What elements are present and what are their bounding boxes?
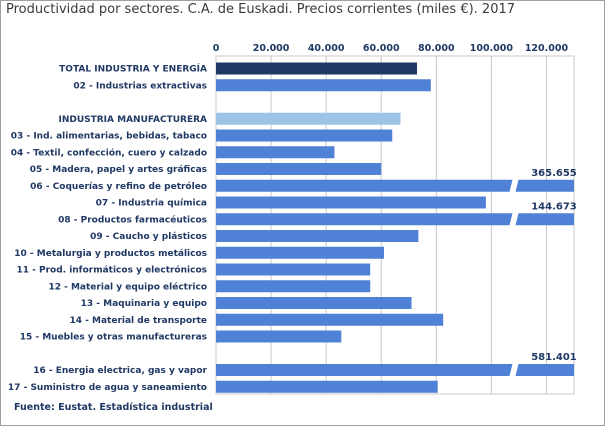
x-tick-label: 80.000 — [418, 43, 455, 54]
chart-title: Productividad por sectores. C.A. de Eusk… — [6, 2, 516, 17]
bar — [216, 380, 438, 393]
bar — [216, 313, 444, 326]
category-label: TOTAL INDUSTRIA Y ENERGÍA — [59, 63, 207, 75]
axis-break — [509, 211, 519, 228]
category-label: 12 - Material y equipo eléctrico — [48, 281, 207, 292]
category-label: INDUSTRIA MANUFACTURERA — [58, 115, 207, 125]
category-label: 11 - Prod. informáticos y electrónicos — [16, 265, 207, 276]
category-label: 13 - Maquinaria y equipo — [81, 299, 207, 309]
bar — [216, 263, 371, 276]
category-label: 17 - Suministro de agua y saneamiento — [8, 383, 207, 393]
bar — [216, 196, 486, 209]
bar — [216, 230, 419, 242]
bar — [216, 146, 335, 159]
x-tick-label: 60.000 — [363, 43, 400, 54]
data-label: 144.673 — [531, 201, 577, 212]
category-label: 04 - Textil, confección, cuero y calzado — [11, 147, 207, 158]
bar — [216, 213, 574, 226]
x-tick-label: 0 — [213, 43, 220, 54]
x-tick-label: 100.000 — [470, 43, 514, 54]
category-label: 03 - Ind. alimentarias, bebidas, tabaco — [11, 132, 207, 142]
axis-break — [509, 177, 519, 194]
bar — [216, 129, 393, 142]
category-label: 10 - Metalurgia y productos metálicos — [14, 249, 207, 259]
bar — [216, 246, 384, 259]
bar — [216, 79, 431, 92]
bar — [216, 280, 371, 293]
category-label: 14 - Material de transporte — [69, 316, 207, 326]
category-label: 09 - Caucho y plásticos — [90, 232, 207, 242]
category-label: 08 - Productos farmacéuticos — [58, 214, 207, 225]
axis-break — [509, 362, 519, 378]
bar — [216, 62, 418, 75]
category-label: 07 - Industria química — [96, 199, 207, 209]
bar — [216, 297, 412, 309]
x-tick-label: 20.000 — [253, 43, 290, 54]
x-tick-label: 40.000 — [308, 43, 345, 54]
category-label: 16 - Energia electrica, gas y vapor — [33, 366, 207, 376]
bar — [216, 112, 401, 125]
bar — [216, 179, 574, 192]
category-label: 02 - Industrias extractivas — [73, 81, 207, 91]
chart-source: Fuente: Eustat. Estadística industrial — [14, 402, 213, 413]
category-label: 05 - Madera, papel y artes gráficas — [30, 165, 207, 175]
data-label: 365.655 — [531, 168, 577, 179]
category-label: 15 - Muebles y otras manufactureras — [20, 333, 207, 343]
data-label: 581.401 — [531, 352, 577, 363]
bar — [216, 163, 382, 175]
bar — [216, 364, 574, 376]
bar — [216, 330, 342, 343]
category-label: 06 - Coquerías y refino de petróleo — [30, 181, 207, 192]
x-tick-label: 120.000 — [525, 43, 569, 54]
